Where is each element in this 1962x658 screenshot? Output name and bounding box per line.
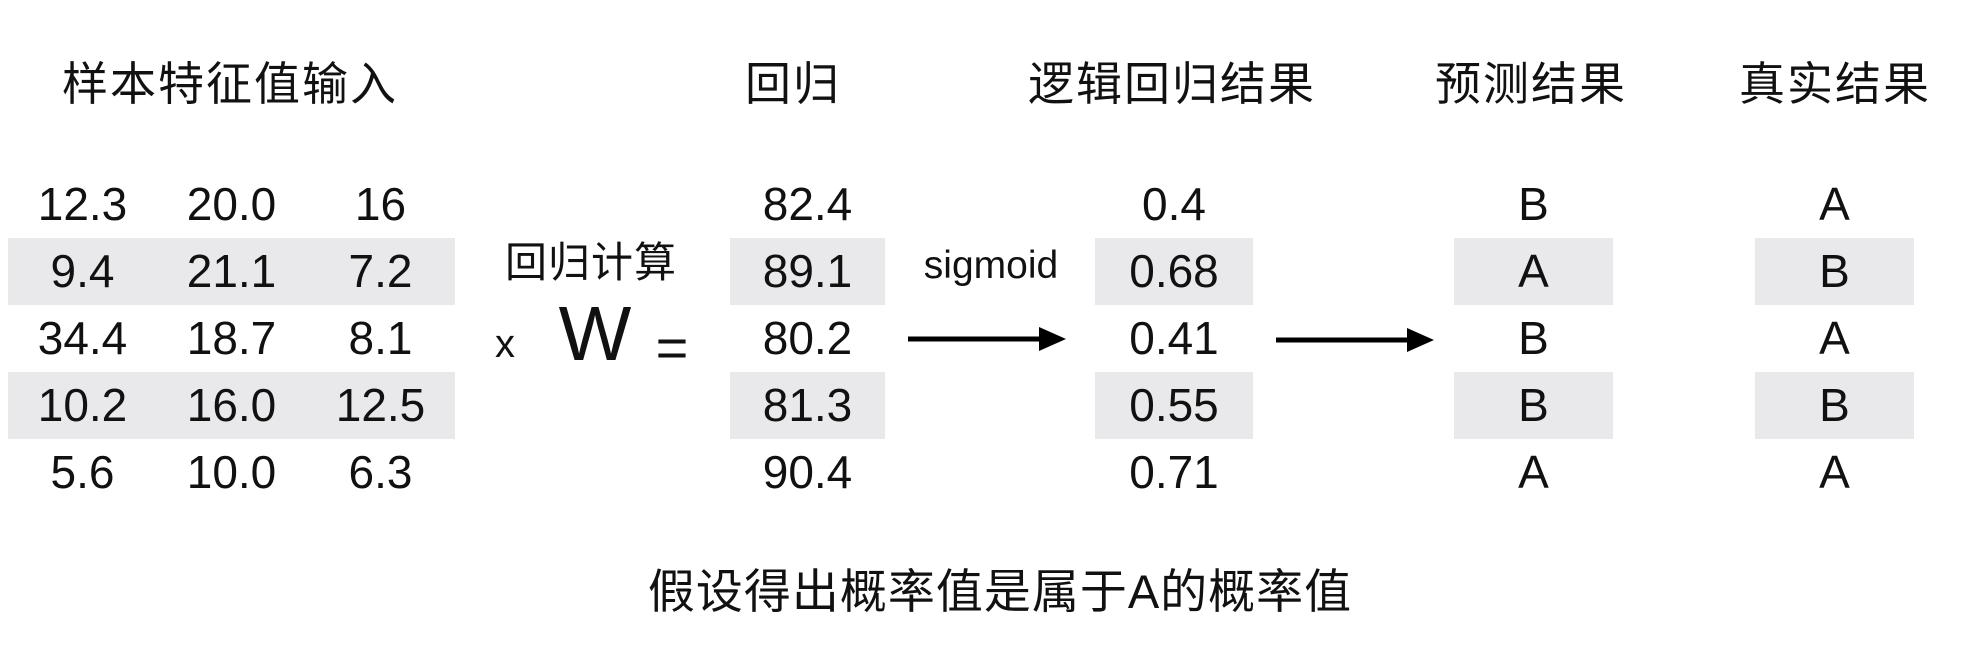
feature-cell: 8.1 — [348, 312, 413, 364]
actual-value: A — [1819, 178, 1850, 230]
sigmoid-label: sigmoid — [923, 244, 1059, 287]
regression-column: 82.4 89.1 80.2 81.3 90.4 — [730, 171, 885, 506]
feature-cell: 34.4 — [37, 312, 128, 364]
logistic-value: 0.68 — [1095, 238, 1253, 305]
actual-value: B — [1755, 238, 1914, 305]
logistic-value: 0.41 — [1129, 312, 1219, 364]
regression-value: 81.3 — [730, 372, 885, 439]
header-predicted-result: 预测结果 — [1435, 58, 1627, 110]
logistic-value: 0.4 — [1142, 178, 1206, 230]
features-table: 12.3 20.0 16 9.4 21.1 7.2 34.4 18.7 8.1 … — [8, 171, 455, 506]
header-logistic-result: 逻辑回归结果 — [1028, 58, 1316, 110]
feature-cell: 10.0 — [186, 446, 277, 498]
features-row: 34.4 18.7 8.1 — [8, 305, 455, 372]
regression-calc-label: 回归计算 — [504, 239, 678, 286]
header-regression: 回归 — [745, 58, 841, 110]
features-row: 5.6 10.0 6.3 — [8, 439, 455, 506]
feature-cell: 12.3 — [37, 178, 128, 230]
arrow-right-icon — [908, 325, 1066, 353]
actual-column: A B A B A — [1755, 171, 1914, 506]
predicted-column: B A B B A — [1454, 171, 1613, 506]
features-row: 12.3 20.0 16 — [8, 171, 455, 238]
multiply-operator: x — [495, 322, 515, 366]
feature-cell: 10.2 — [37, 379, 128, 431]
predicted-value: B — [1454, 372, 1613, 439]
logistic-value: 0.55 — [1095, 372, 1253, 439]
header-sample-features: 样本特征值输入 — [62, 58, 398, 110]
logistic-column: 0.4 0.68 0.41 0.55 0.71 — [1095, 171, 1253, 506]
header-actual-result: 真实结果 — [1739, 58, 1931, 110]
feature-cell: 5.6 — [50, 446, 115, 498]
regression-value: 89.1 — [730, 238, 885, 305]
predicted-value: B — [1518, 312, 1549, 364]
actual-value: B — [1755, 372, 1914, 439]
regression-value: 82.4 — [762, 178, 853, 230]
regression-value: 90.4 — [762, 446, 853, 498]
features-row: 9.4 21.1 7.2 — [8, 238, 455, 305]
actual-value: A — [1819, 312, 1850, 364]
regression-value: 80.2 — [762, 312, 853, 364]
feature-cell: 21.1 — [186, 245, 277, 297]
feature-cell: 16.0 — [186, 379, 277, 431]
arrow-right-icon — [1276, 326, 1434, 354]
features-row: 10.2 16.0 12.5 — [8, 372, 455, 439]
logistic-value: 0.71 — [1129, 446, 1219, 498]
caption-text: 假设得出概率值是属于A的概率值 — [647, 565, 1353, 618]
feature-cell: 6.3 — [348, 446, 413, 498]
equals-operator: = — [655, 316, 689, 379]
predicted-value: B — [1518, 178, 1549, 230]
feature-cell: 9.4 — [50, 245, 115, 297]
actual-value: A — [1819, 446, 1850, 498]
predicted-value: A — [1518, 446, 1549, 498]
feature-cell: 7.2 — [348, 245, 413, 297]
feature-cell: 16 — [354, 178, 407, 230]
weights-symbol: W — [558, 291, 632, 377]
feature-cell: 18.7 — [186, 312, 277, 364]
feature-cell: 12.5 — [335, 379, 426, 431]
feature-cell: 20.0 — [186, 178, 277, 230]
predicted-value: A — [1454, 238, 1613, 305]
